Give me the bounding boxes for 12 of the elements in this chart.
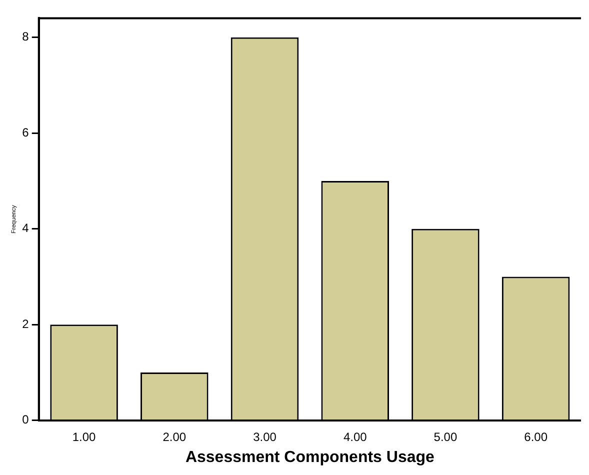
x-tick-label: 2.00 bbox=[162, 430, 186, 444]
y-tick-label: 4 bbox=[22, 221, 30, 236]
y-tick-label: 0 bbox=[22, 412, 30, 427]
x-axis-title: Assessment Components Usage bbox=[185, 448, 435, 466]
x-tick-label: 6.00 bbox=[524, 430, 548, 444]
x-tick-label: 5.00 bbox=[434, 430, 458, 444]
y-tick-label: 2 bbox=[22, 316, 30, 331]
x-tick-label: 3.00 bbox=[253, 430, 277, 444]
y-tick-label: 6 bbox=[22, 125, 30, 140]
y-tick-label: 8 bbox=[22, 30, 30, 44]
x-tick-label: 1.00 bbox=[72, 430, 96, 444]
x-tick-label: 4.00 bbox=[343, 430, 368, 444]
